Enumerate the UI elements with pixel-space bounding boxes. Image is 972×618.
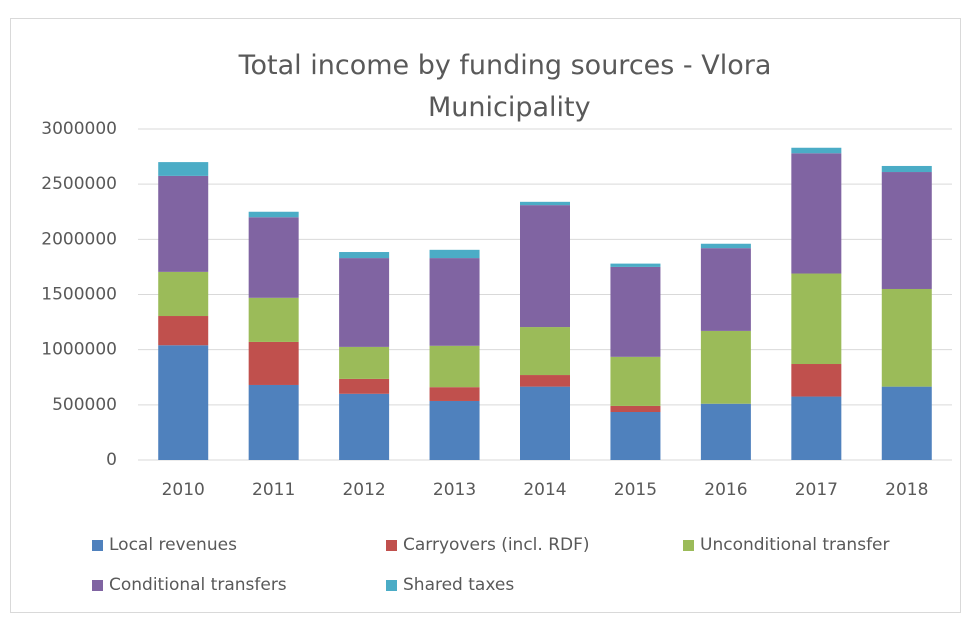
bar-segment [610, 263, 661, 267]
bar-segment [700, 330, 751, 404]
y-tick-label: 500000 [52, 395, 117, 415]
legend-swatch [683, 540, 694, 551]
legend-swatch [92, 580, 103, 591]
bar-segment [791, 153, 842, 274]
bar-segment [520, 205, 570, 328]
y-tick-label: 2500000 [41, 174, 117, 194]
bar-segment [700, 403, 751, 460]
bar-segment [610, 412, 661, 460]
bar-segment [610, 266, 661, 357]
bar-segment [881, 288, 932, 387]
bar-segment [158, 162, 209, 176]
y-tick-label: 1500000 [41, 285, 117, 305]
bar-segment [429, 258, 480, 346]
bar-segment [248, 211, 299, 218]
bar-segment [881, 172, 932, 289]
bar-segment [248, 297, 299, 342]
bar-segment [339, 378, 390, 394]
legend-swatch [92, 540, 103, 551]
bar-segment [791, 273, 842, 365]
x-tick-label: 2010 [162, 480, 205, 500]
legend-label: Local revenues [109, 535, 237, 555]
bar-segment [700, 243, 751, 249]
x-tick-label: 2014 [523, 480, 566, 500]
x-tick-label: 2011 [252, 480, 295, 500]
bar-segment [429, 345, 480, 388]
x-tick-label: 2018 [885, 480, 928, 500]
bar-segment [248, 341, 299, 385]
bar-segment [248, 217, 299, 298]
x-tick-label: 2015 [614, 480, 657, 500]
bar-segment [339, 258, 390, 347]
bar-segment [158, 316, 209, 346]
x-tick-label: 2017 [795, 480, 838, 500]
y-tick-label: 0 [106, 450, 117, 470]
bar-segment [520, 386, 570, 460]
bar-segment [700, 248, 751, 331]
bar-segment [520, 201, 570, 206]
bar-segment [158, 175, 209, 272]
bar-segment [429, 400, 480, 460]
bar-segment [339, 252, 390, 259]
bar-segment [429, 387, 480, 401]
chart-title: Total income by funding sources - Vlora … [238, 50, 772, 123]
x-tick-label: 2016 [704, 480, 747, 500]
bar-segment [339, 346, 390, 379]
bar-segment [158, 271, 209, 317]
x-tick-label: 2013 [433, 480, 476, 500]
bar-segment [339, 393, 390, 460]
y-tick-label: 2000000 [41, 229, 117, 249]
legend-swatch [386, 540, 397, 551]
legend-label: Carryovers (incl. RDF) [403, 535, 590, 555]
bar-segment [158, 345, 209, 460]
bar-segment [791, 396, 842, 460]
legend-label: Shared taxes [403, 575, 514, 595]
bar-segment [610, 356, 661, 406]
bar-segment [429, 249, 480, 259]
bar-segment [520, 375, 570, 387]
x-tick-label: 2012 [342, 480, 385, 500]
bar-segment [520, 327, 570, 376]
y-tick-label: 3000000 [41, 119, 117, 139]
legend-label: Unconditional transfer [700, 535, 890, 555]
bar-segment [791, 364, 842, 397]
legend-swatch [386, 580, 397, 591]
bar-segment [610, 405, 661, 413]
bar-segment [248, 384, 299, 460]
bar-segment [881, 165, 932, 173]
bar-segment [791, 147, 842, 154]
legend-label: Conditional transfers [109, 575, 287, 595]
y-tick-label: 1000000 [41, 340, 117, 360]
bar-segment [881, 386, 932, 460]
